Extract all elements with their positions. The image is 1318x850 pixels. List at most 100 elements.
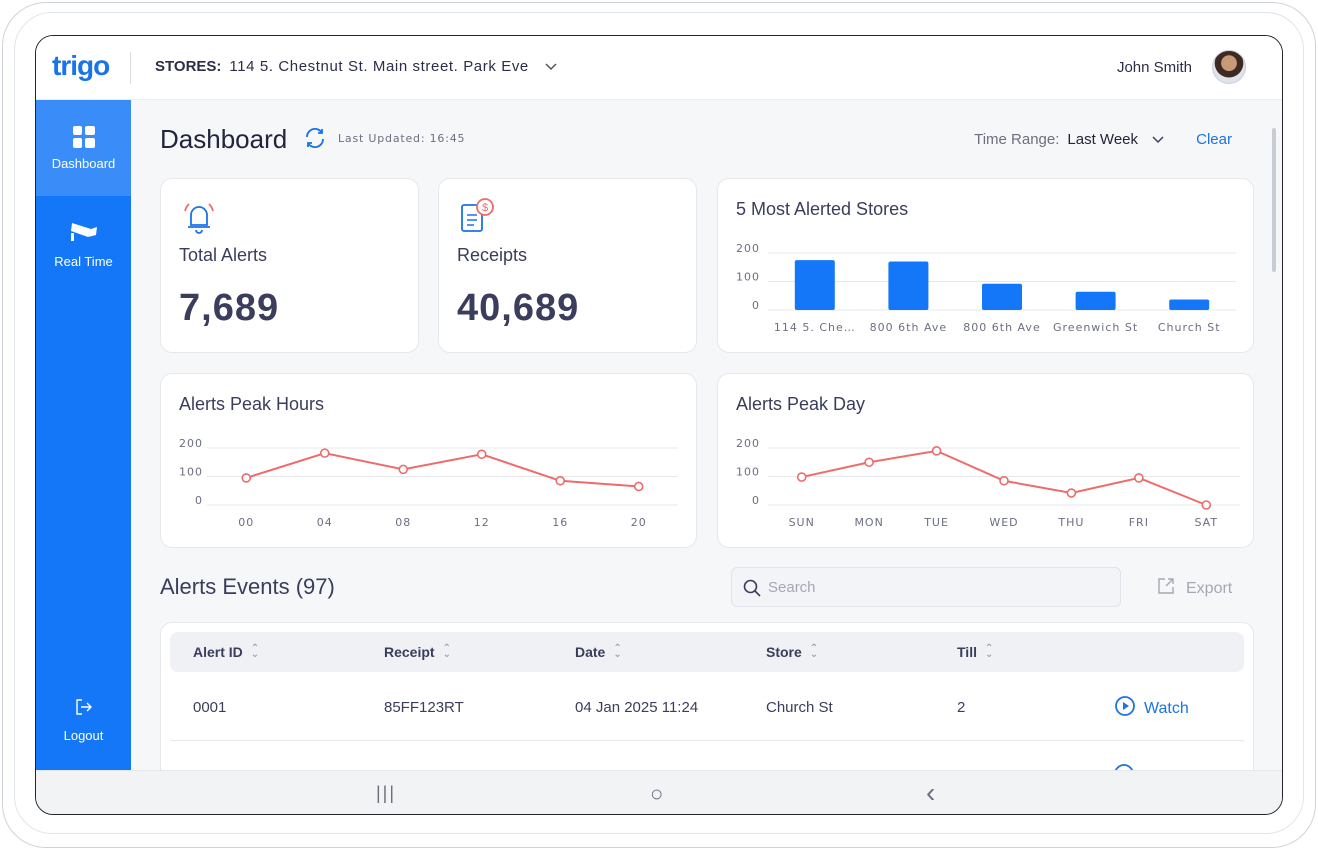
column-label: Alert ID <box>193 644 243 660</box>
watch-button[interactable]: Watch <box>1114 695 1189 722</box>
sidebar-item-logout[interactable]: Logout <box>36 674 131 766</box>
x-tick-label: MON <box>854 516 883 529</box>
column-header-till[interactable]: Till ⌃ ⌄ <box>957 644 993 661</box>
sort-icon: ⌃ ⌄ <box>613 643 622 660</box>
play-icon <box>1114 695 1136 722</box>
scrollbar[interactable] <box>1272 128 1276 272</box>
x-tick-label: FRI <box>1129 516 1149 529</box>
search-box <box>731 567 1121 607</box>
tablet-bezel <box>14 12 1304 834</box>
sort-icon: ⌃ ⌄ <box>250 643 260 660</box>
store-selector[interactable]: STORES: 114 5. Chestnut St. Main street.… <box>155 58 557 75</box>
sidebar: Dashboard Real Time Logout <box>36 100 131 770</box>
column-header-store[interactable]: Store ⌃ ⌄ <box>766 644 818 661</box>
x-tick-label: 800 6th Ave <box>870 321 947 334</box>
column-label: Till <box>957 644 977 660</box>
bar[interactable] <box>1075 291 1116 310</box>
column-label: Date <box>575 644 606 660</box>
column-header-receipt[interactable]: Receipt ⌃ ⌄ <box>384 643 451 661</box>
data-point[interactable] <box>1066 488 1077 498</box>
x-tick-label: 00 <box>238 516 254 529</box>
search-icon <box>742 578 762 603</box>
receipts-card: $ Receipts 40,689 <box>438 178 697 353</box>
user-name[interactable]: John Smith <box>1116 59 1192 76</box>
data-point[interactable] <box>796 472 807 482</box>
most-alerted-stores-card: 5 Most Alerted Stores 0 100 200 114 5. Che…… <box>717 178 1254 353</box>
sort-icon: ⌃ ⌄ <box>442 643 451 660</box>
receipts-value: 40,689 <box>457 287 580 329</box>
receipts-label: Receipts <box>457 245 528 265</box>
series-line <box>245 452 639 488</box>
home-button[interactable]: ○ <box>650 781 664 806</box>
y-tick-label: 0 <box>752 494 760 507</box>
search-input[interactable] <box>768 568 1108 606</box>
clear-button[interactable]: Clear <box>1196 131 1232 148</box>
data-point[interactable] <box>1134 473 1144 483</box>
y-tick-label: 200 <box>179 437 203 450</box>
column-header-alert-id[interactable]: Alert ID ⌃ ⌄ <box>193 643 260 661</box>
data-point[interactable] <box>633 481 644 492</box>
chart-title: Alerts Peak Hours <box>179 394 325 414</box>
sidebar-item-label: Real Time <box>54 254 113 269</box>
alerts-table: Alert ID ⌃ ⌄ Receipt ⌃ ⌄ Date ⌃ ⌄ Store ⌃ ⌄ Till… <box>160 622 1254 782</box>
x-tick-label: 08 <box>395 516 411 529</box>
top-bar: trigo STORES: 114 5. Chestnut St. Main s… <box>36 36 1282 100</box>
time-range-selector[interactable]: Time Range: Last Week <box>974 131 1164 148</box>
y-tick-label: 200 <box>736 437 760 450</box>
bar[interactable] <box>888 261 929 310</box>
x-tick-label: Church St <box>1158 321 1221 334</box>
sidebar-item-label: Dashboard <box>51 155 116 171</box>
most-alerted-stores-chart: 0 100 200 114 5. Che… 800 6th Ave 800 6th Ave… <box>736 242 1236 334</box>
data-point[interactable] <box>398 464 409 475</box>
svg-text:$: $ <box>482 202 488 214</box>
x-tick-label: 114 5. Che… <box>774 321 856 334</box>
y-tick-label: 0 <box>752 299 760 312</box>
y-tick-label: 200 <box>736 242 760 255</box>
data-point[interactable] <box>241 473 252 483</box>
x-tick-label: WED <box>989 516 1018 529</box>
avatar[interactable] <box>1212 50 1246 84</box>
cell-store: Church St <box>766 699 833 716</box>
sidebar-item-real-time[interactable]: Real Time <box>36 196 131 292</box>
chart-title: 5 Most Alerted Stores <box>736 199 909 219</box>
bar[interactable] <box>982 283 1022 310</box>
page-title: Dashboard <box>160 124 288 154</box>
x-tick-label: 20 <box>631 516 647 529</box>
alerts-peak-hours-chart: 0 100 200 00 04 08 12 16 20 <box>179 437 678 529</box>
data-point[interactable] <box>319 448 330 458</box>
header-divider <box>130 52 131 84</box>
refresh-icon[interactable] <box>303 126 327 155</box>
x-tick-label: Greenwich St <box>1053 321 1138 334</box>
sidebar-item-dashboard[interactable]: Dashboard <box>36 100 131 196</box>
watch-label: Watch <box>1144 699 1189 717</box>
export-button[interactable]: Export <box>1156 576 1232 601</box>
data-point[interactable] <box>555 475 566 486</box>
total-alerts-card: Total Alerts 7,689 <box>160 178 419 353</box>
bar[interactable] <box>794 260 835 310</box>
recents-button[interactable]: ||| <box>376 783 397 803</box>
receipt-icon: $ <box>457 197 499 242</box>
export-icon <box>1156 576 1176 601</box>
data-point[interactable] <box>1201 500 1212 510</box>
trigo-logo: trigo <box>52 50 110 81</box>
data-point[interactable] <box>999 475 1009 486</box>
y-tick-label: 100 <box>736 466 760 479</box>
table-row: 0001 85FF123RT 04 Jan 2025 11:24 Church … <box>170 673 1244 741</box>
y-tick-label: 0 <box>195 494 203 507</box>
bar[interactable] <box>1169 299 1210 310</box>
table-header: Alert ID ⌃ ⌄ Receipt ⌃ ⌄ Date ⌃ ⌄ Store ⌃ ⌄ Till… <box>170 632 1244 672</box>
main-content: Dashboard Last Updated: 16:45 Time Range… <box>131 100 1282 782</box>
data-point[interactable] <box>476 449 487 460</box>
chart-title: Alerts Peak Day <box>736 394 866 414</box>
y-tick-label: 100 <box>179 466 203 479</box>
camera-icon <box>69 219 99 246</box>
cell-alert-id: 0001 <box>193 699 227 716</box>
back-button[interactable]: ‹ <box>926 777 936 808</box>
data-point[interactable] <box>864 457 874 468</box>
x-tick-label: 04 <box>317 516 333 529</box>
x-tick-label: SUN <box>789 516 815 529</box>
column-header-date[interactable]: Date ⌃ ⌄ <box>575 643 622 661</box>
data-point[interactable] <box>931 446 942 456</box>
total-alerts-value: 7,689 <box>179 287 280 329</box>
chevron-down-icon <box>1152 131 1164 148</box>
